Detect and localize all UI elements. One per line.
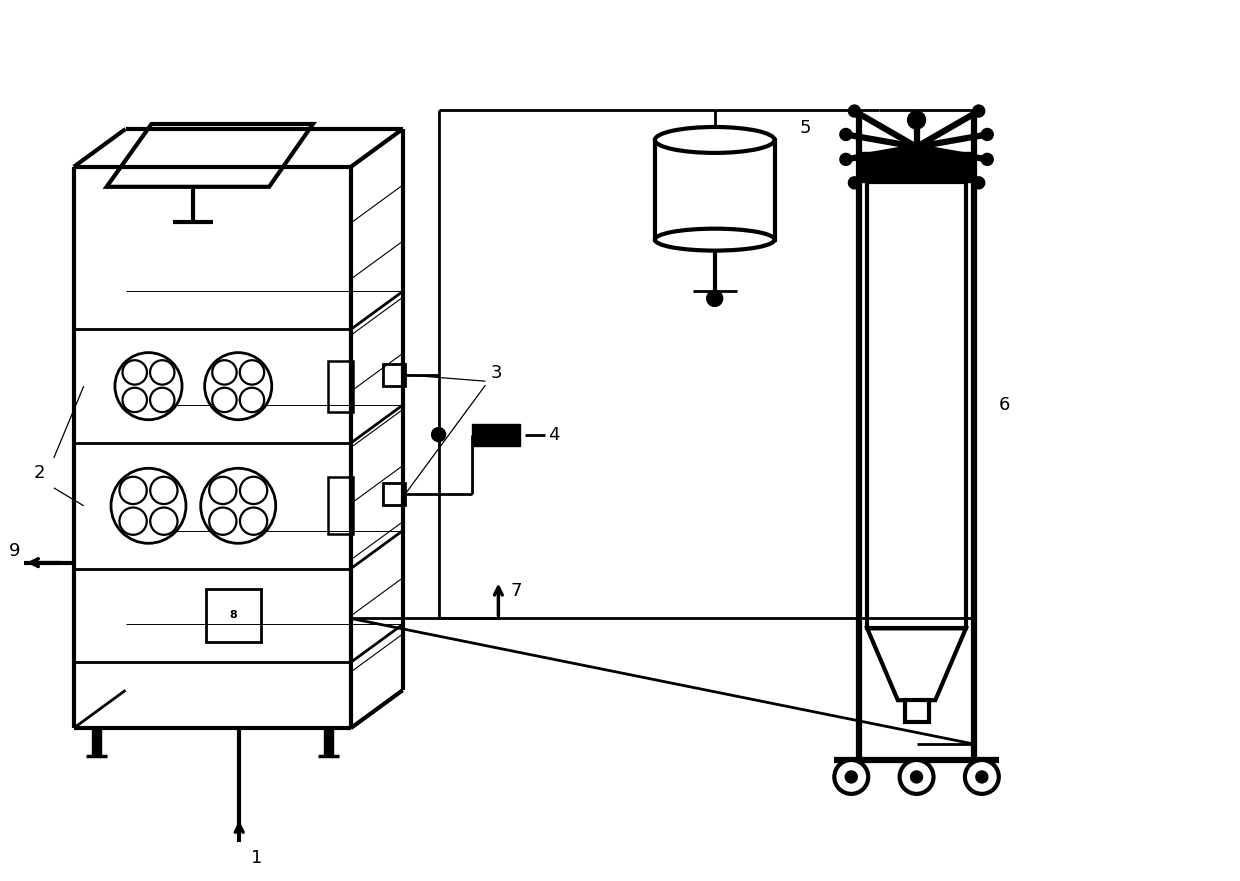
Bar (383, 364, 405, 386)
Bar (327, 478, 353, 534)
Circle shape (123, 388, 146, 412)
Circle shape (119, 477, 146, 504)
Circle shape (981, 129, 993, 140)
Circle shape (908, 111, 925, 129)
Circle shape (210, 507, 237, 535)
Bar (327, 360, 353, 411)
Circle shape (848, 105, 861, 117)
Circle shape (839, 153, 852, 166)
Text: 5: 5 (800, 119, 811, 137)
Bar (867, 181, 966, 628)
Circle shape (150, 388, 175, 412)
Circle shape (210, 477, 237, 504)
Circle shape (241, 477, 268, 504)
Bar (324, 728, 332, 756)
Ellipse shape (655, 127, 775, 153)
Circle shape (972, 105, 985, 117)
Polygon shape (867, 628, 966, 700)
Circle shape (432, 427, 445, 441)
Circle shape (899, 760, 934, 794)
Circle shape (976, 771, 988, 783)
Polygon shape (107, 124, 312, 187)
Bar (383, 484, 405, 506)
Text: 9: 9 (9, 542, 20, 559)
Circle shape (707, 291, 723, 307)
Circle shape (239, 388, 264, 412)
Circle shape (239, 360, 264, 385)
Circle shape (112, 469, 186, 544)
Circle shape (981, 153, 993, 166)
Ellipse shape (655, 229, 775, 250)
Circle shape (119, 507, 146, 535)
Circle shape (965, 760, 998, 794)
Bar (92, 728, 100, 756)
Circle shape (910, 771, 923, 783)
Circle shape (241, 507, 268, 535)
Circle shape (115, 352, 182, 419)
Circle shape (972, 177, 985, 189)
Text: 6: 6 (998, 396, 1011, 414)
Text: 2: 2 (33, 464, 46, 482)
Circle shape (212, 388, 237, 412)
Circle shape (150, 360, 175, 385)
Circle shape (205, 352, 272, 419)
Circle shape (150, 477, 177, 504)
Bar (905, 700, 929, 722)
Circle shape (212, 360, 237, 385)
Bar (862, 152, 971, 181)
Bar (655, 140, 775, 240)
Bar (472, 424, 521, 446)
Circle shape (839, 129, 852, 140)
Circle shape (123, 360, 146, 385)
Circle shape (835, 760, 868, 794)
Circle shape (846, 771, 857, 783)
Text: 1: 1 (252, 848, 263, 867)
Text: 7: 7 (511, 581, 522, 600)
Bar (206, 589, 260, 642)
Circle shape (150, 507, 177, 535)
Text: 8: 8 (229, 611, 237, 620)
Text: 3: 3 (490, 364, 502, 382)
Circle shape (201, 469, 275, 544)
Circle shape (848, 177, 861, 189)
Text: 4: 4 (548, 426, 559, 444)
